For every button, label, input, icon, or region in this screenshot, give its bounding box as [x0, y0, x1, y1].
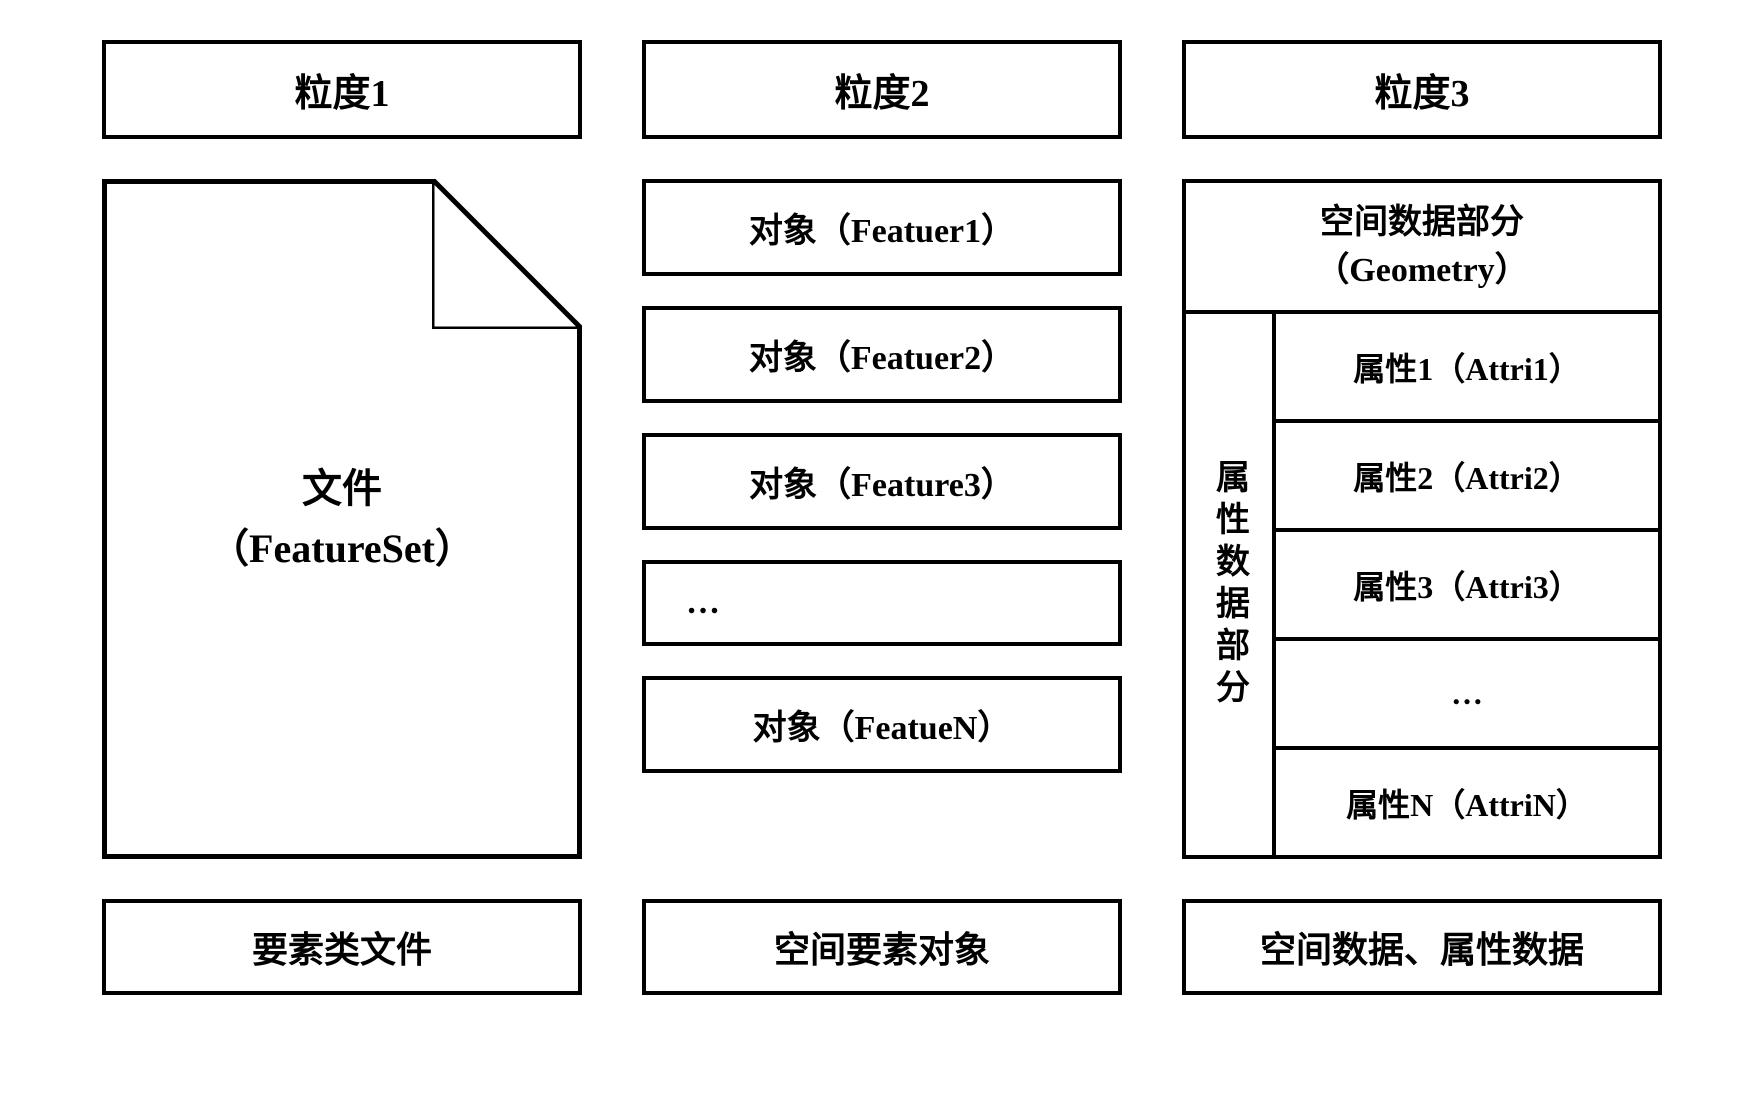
attribute-rows: 属性1（Attri1） 属性2（Attri2） 属性3（Attri3） … 属性… — [1276, 314, 1658, 855]
feature-list: 对象（Featuer1） 对象（Featuer2） 对象（Feature3） …… — [642, 179, 1122, 859]
attr-row-n: 属性N（AttriN） — [1276, 750, 1658, 855]
attr-row-1: 属性1（Attri1） — [1276, 314, 1658, 423]
page-fold-icon — [432, 179, 582, 329]
detail-table: 空间数据部分 （Geometry） 属性数据部分 属性1（Attri1） 属性2… — [1182, 179, 1662, 859]
attr-row-2: 属性2（Attri2） — [1276, 423, 1658, 532]
feature-item-2: 对象（Featuer2） — [642, 306, 1122, 403]
attr-ellipsis: … — [1276, 641, 1658, 750]
header-2: 粒度2 — [642, 40, 1122, 139]
file-featureset-box: 文件 （FeatureSet） — [102, 179, 582, 859]
geometry-line2: （Geometry） — [1196, 247, 1648, 295]
feature-ellipsis: … — [642, 560, 1122, 646]
geometry-header: 空间数据部分 （Geometry） — [1186, 183, 1658, 314]
geometry-line1: 空间数据部分 — [1196, 199, 1648, 247]
footer-3: 空间数据、属性数据 — [1182, 899, 1662, 995]
header-1: 粒度1 — [102, 40, 582, 139]
feature-item-1: 对象（Featuer1） — [642, 179, 1122, 276]
file-label-line2: （FeatureSet） — [209, 519, 475, 579]
attribute-section: 属性数据部分 属性1（Attri1） 属性2（Attri2） 属性3（Attri… — [1186, 314, 1658, 855]
header-3: 粒度3 — [1182, 40, 1662, 139]
footer-2: 空间要素对象 — [642, 899, 1122, 995]
footer-1: 要素类文件 — [102, 899, 582, 995]
granularity-diagram: 粒度1 粒度2 粒度3 文件 （FeatureSet） 对象（Featuer1）… — [102, 40, 1662, 995]
feature-item-n: 对象（FeatueN） — [642, 676, 1122, 773]
attribute-section-label: 属性数据部分 — [1186, 314, 1276, 855]
feature-item-3: 对象（Feature3） — [642, 433, 1122, 530]
file-label-line1: 文件 — [302, 459, 382, 519]
attr-row-3: 属性3（Attri3） — [1276, 532, 1658, 641]
